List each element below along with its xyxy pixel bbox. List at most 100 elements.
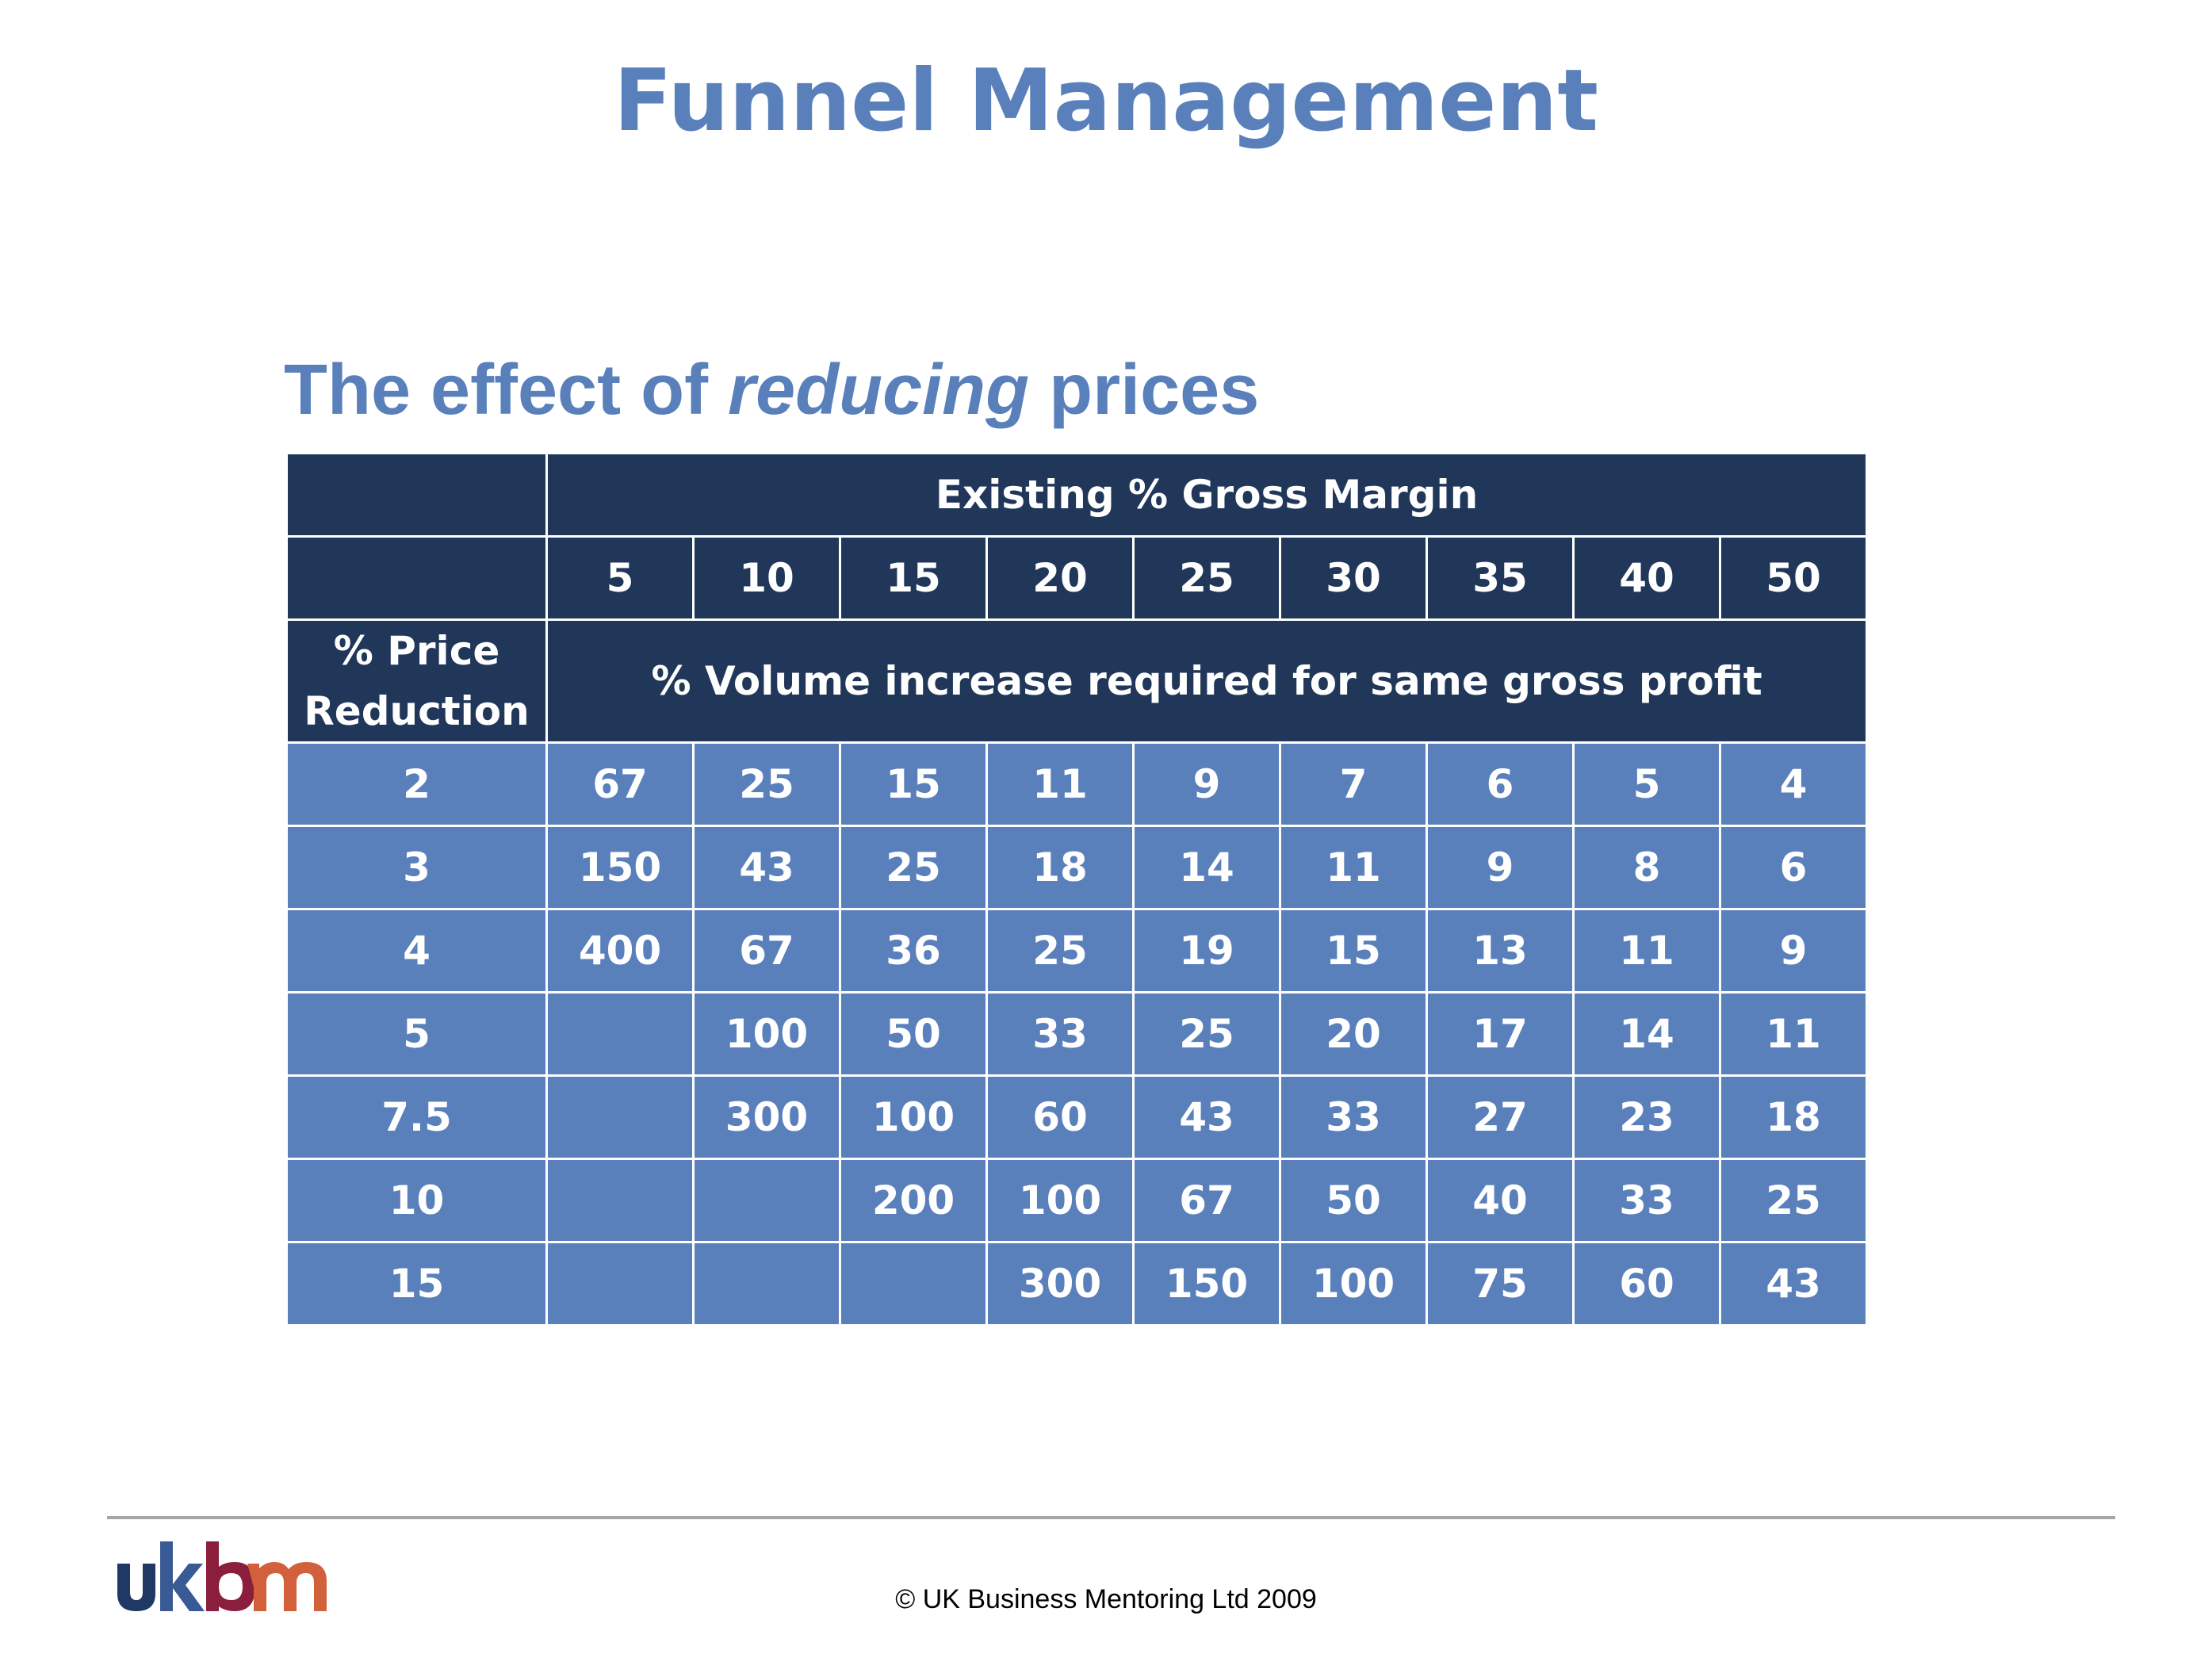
table-row: 4 400 67 36 25 19 15 13 11 9	[285, 908, 1869, 994]
value-cell	[545, 991, 695, 1077]
value-cell: 150	[545, 825, 695, 910]
value-cell: 8	[1572, 825, 1721, 910]
value-cell: 60	[985, 1074, 1135, 1160]
corner-cell	[285, 452, 548, 538]
table-row: 10 200 100 67 50 40 33 25	[285, 1158, 1869, 1243]
value-cell: 11	[985, 741, 1135, 827]
ukbm-logo	[117, 1541, 327, 1611]
subtitle-before: The effect of	[284, 350, 729, 430]
corner-cell	[285, 535, 548, 621]
reduction-cell: 3	[285, 825, 548, 910]
reduction-cell: 15	[285, 1241, 548, 1327]
reduction-cell: 5	[285, 991, 548, 1077]
value-cell: 9	[1132, 741, 1281, 827]
reduction-cell: 10	[285, 1158, 548, 1243]
reduction-cell: 7.5	[285, 1074, 548, 1160]
value-cell: 100	[692, 991, 841, 1077]
subtitle-emphasis: reducing	[728, 350, 1030, 430]
footer-divider	[107, 1516, 2115, 1519]
value-cell: 9	[1426, 825, 1575, 910]
value-cell: 400	[545, 908, 695, 994]
value-cell: 18	[1718, 1074, 1869, 1160]
value-cell: 50	[839, 991, 988, 1077]
value-cell: 25	[839, 825, 988, 910]
group-header: Existing % Gross Margin	[545, 452, 1869, 538]
value-cell: 36	[839, 908, 988, 994]
table-row: 15 300 150 100 75 60 43	[285, 1241, 1869, 1327]
value-cell: 19	[1132, 908, 1281, 994]
slide-subtitle: The effect of reducing prices	[284, 343, 1259, 438]
subtitle-after: prices	[1029, 350, 1260, 430]
value-cell	[545, 1158, 695, 1243]
value-cell	[839, 1241, 988, 1327]
copyright-footer: © UK Business Mentoring Ltd 2009	[895, 1584, 1317, 1614]
value-cell: 75	[1426, 1241, 1575, 1327]
value-cell: 6	[1426, 741, 1575, 827]
value-cell: 25	[985, 908, 1135, 994]
value-cell: 67	[1132, 1158, 1281, 1243]
margin-header: 20	[985, 535, 1135, 621]
value-cell: 200	[839, 1158, 988, 1243]
value-cell: 7	[1279, 741, 1428, 827]
value-cell: 25	[1132, 991, 1281, 1077]
value-cell: 67	[545, 741, 695, 827]
value-cell: 67	[692, 908, 841, 994]
table-row: 5 100 50 33 25 20 17 14 11	[285, 991, 1869, 1077]
value-cell	[545, 1074, 695, 1160]
value-cell: 14	[1572, 991, 1721, 1077]
value-cell: 60	[1572, 1241, 1721, 1327]
value-cell: 33	[985, 991, 1135, 1077]
margin-header: 50	[1718, 535, 1869, 621]
table-row: 2 67 25 15 11 9 7 6 5 4	[285, 741, 1869, 827]
value-cell: 33	[1279, 1074, 1428, 1160]
value-cell	[545, 1241, 695, 1327]
value-cell: 27	[1426, 1074, 1575, 1160]
row-header-label-line1: % Price	[333, 628, 500, 674]
value-cell: 150	[1132, 1241, 1281, 1327]
value-cell: 43	[1132, 1074, 1281, 1160]
value-cell: 13	[1426, 908, 1575, 994]
value-cell: 11	[1718, 991, 1869, 1077]
margin-header: 25	[1132, 535, 1281, 621]
reduction-cell: 2	[285, 741, 548, 827]
volume-increase-table: Existing % Gross Margin 5 10 15 20 25 30…	[285, 452, 1869, 1327]
reduction-cell: 4	[285, 908, 548, 994]
value-cell: 5	[1572, 741, 1721, 827]
value-cell: 9	[1718, 908, 1869, 994]
value-cell: 33	[1572, 1158, 1721, 1243]
value-cell: 43	[692, 825, 841, 910]
value-cell: 17	[1426, 991, 1575, 1077]
value-cell	[692, 1241, 841, 1327]
value-cell: 14	[1132, 825, 1281, 910]
margin-header: 10	[692, 535, 841, 621]
body-header: % Volume increase required for same gros…	[545, 618, 1869, 744]
value-cell: 100	[1279, 1241, 1428, 1327]
row-header-label: % Price Reduction	[285, 618, 548, 744]
value-cell: 11	[1572, 908, 1721, 994]
margin-header: 5	[545, 535, 695, 621]
value-cell: 25	[692, 741, 841, 827]
value-cell: 50	[1279, 1158, 1428, 1243]
value-cell: 20	[1279, 991, 1428, 1077]
margins-row: 5 10 15 20 25 30 35 40 50	[285, 535, 1869, 621]
slide-title: Funnel Management	[614, 52, 1598, 151]
margin-header: 35	[1426, 535, 1575, 621]
value-cell: 43	[1718, 1241, 1869, 1327]
margin-header: 15	[839, 535, 988, 621]
value-cell	[692, 1158, 841, 1243]
value-cell: 23	[1572, 1074, 1721, 1160]
value-cell: 40	[1426, 1158, 1575, 1243]
margin-header: 40	[1572, 535, 1721, 621]
value-cell: 18	[985, 825, 1135, 910]
value-cell: 6	[1718, 825, 1869, 910]
table-row: 7.5 300 100 60 43 33 27 23 18	[285, 1074, 1869, 1160]
row-header-label-line2: Reduction	[304, 688, 530, 734]
value-cell: 15	[1279, 908, 1428, 994]
margin-header: 30	[1279, 535, 1428, 621]
value-cell: 4	[1718, 741, 1869, 827]
value-cell: 25	[1718, 1158, 1869, 1243]
value-cell: 15	[839, 741, 988, 827]
value-cell: 300	[985, 1241, 1135, 1327]
value-cell: 11	[1279, 825, 1428, 910]
value-cell: 300	[692, 1074, 841, 1160]
